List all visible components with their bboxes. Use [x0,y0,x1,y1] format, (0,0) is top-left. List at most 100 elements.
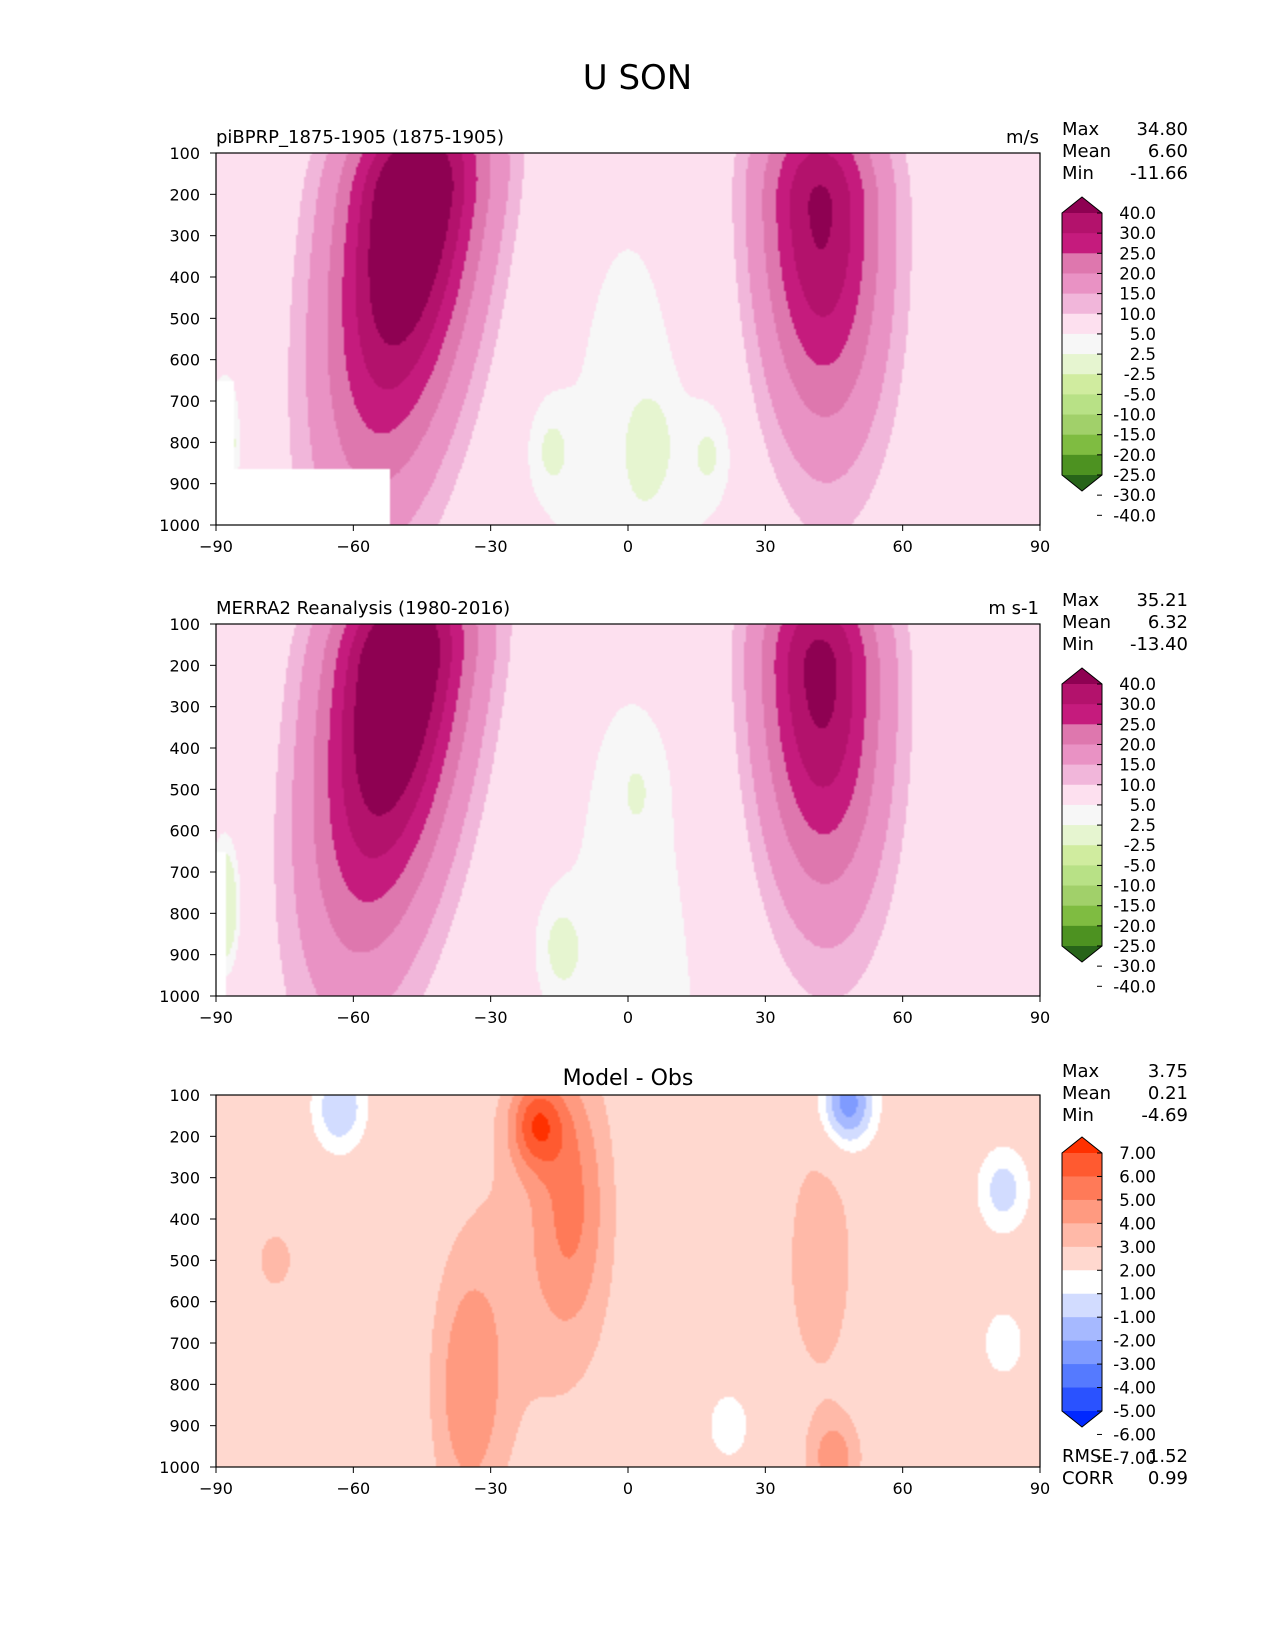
colorbar-label: 10.0 [1119,776,1156,795]
x-tick-label: 90 [1030,1008,1050,1027]
colorbar-swatch [1062,704,1102,725]
colorbar-label: 40.0 [1119,204,1156,223]
y-tick-label: 500 [169,309,200,328]
colorbar-label: -40.0 [1113,506,1156,525]
colorbar-swatch [1062,1176,1102,1201]
colorbar-swatch [1062,1246,1102,1271]
x-tick-label: −60 [336,537,370,556]
stat-value: -11.66 [1130,163,1188,184]
colorbar-label: 5.00 [1119,1191,1156,1210]
colorbar-label: -6.00 [1113,1425,1156,1444]
colorbar-label: -5.0 [1124,385,1156,404]
x-tick-label: 0 [623,1008,633,1027]
colorbar-label: -2.5 [1124,836,1156,855]
colorbar-label: 20.0 [1119,264,1156,283]
colorbar-swatch [1062,1317,1102,1342]
colorbar-swatch [1062,825,1102,846]
colorbar-label: -20.0 [1113,917,1156,936]
colorbar-label: -5.00 [1113,1402,1156,1421]
colorbar-label: -30.0 [1113,486,1156,505]
colorbar-swatch [1062,804,1102,826]
colorbar-label: 2.00 [1119,1261,1156,1280]
colorbar-swatch [1062,273,1102,295]
colorbar-swatch [1062,213,1102,234]
colorbar-label: 25.0 [1119,244,1156,263]
colorbar-extend-bottom [1062,475,1102,491]
y-tick-label: 300 [169,227,200,246]
stat-value: 0.21 [1148,1083,1188,1104]
colorbar-swatch [1062,1153,1102,1177]
stat-value: -13.40 [1130,634,1188,655]
colorbar-label: -15.0 [1113,897,1156,916]
stat-label: Max [1062,119,1100,140]
colorbar-extend-top [1062,197,1102,213]
colorbar-label: 1.00 [1119,1285,1156,1304]
y-tick-label: 300 [169,1169,200,1188]
colorbar-extend-bottom [1062,1411,1102,1427]
colorbar-swatch [1062,1270,1102,1295]
colorbar-label: -25.0 [1113,466,1156,485]
colorbar-swatch [1062,454,1102,476]
stat-label: Mean [1062,1083,1111,1104]
colorbar-label: 15.0 [1119,756,1156,775]
colorbar-extend-bottom [1062,946,1102,962]
stat-label: Min [1062,163,1094,184]
stat-value: 34.80 [1136,119,1188,140]
y-tick-label: 900 [169,946,200,965]
panel-units: m s-1 [988,598,1039,619]
colorbar-label: -2.5 [1124,365,1156,384]
panel-units: m/s [1006,127,1039,148]
colorbar-label: 5.0 [1130,325,1156,344]
y-tick-label: 1000 [159,1458,200,1477]
colorbar-swatch [1062,1293,1102,1318]
stat-label: Mean [1062,141,1111,162]
x-tick-label: −30 [474,1479,508,1498]
x-tick-label: 60 [892,1008,912,1027]
colorbar-swatch [1062,845,1102,866]
stat-label: CORR [1062,1468,1114,1489]
colorbar-swatch [1062,744,1102,766]
colorbar-2: 40.030.025.020.0 15.010.05.02.5-2.5-5.0 -1… [1061,667,1156,996]
colorbar-label: 15.0 [1119,285,1156,304]
colorbar-label: 25.0 [1119,715,1156,734]
colorbar-swatch [1062,354,1102,375]
stat-value: 1.52 [1148,1446,1188,1467]
y-tick-label: 100 [169,615,200,634]
stat-label: Max [1062,1061,1100,1082]
contour-field-2 [216,624,1040,996]
colorbar-swatch [1062,925,1102,947]
colorbar-swatch [1062,1364,1102,1389]
colorbar-swatch [1062,905,1102,927]
stat-label: Min [1062,634,1094,655]
colorbar-swatch [1062,394,1102,416]
colorbar-label: 20.0 [1119,735,1156,754]
y-tick-label: 700 [169,1334,200,1353]
x-tick-label: −90 [199,537,233,556]
colorbar-label: -25.0 [1113,937,1156,956]
y-tick-label: 700 [169,392,200,411]
y-tick-label: 400 [169,739,200,758]
y-tick-label: 100 [169,1086,200,1105]
y-tick-label: 100 [169,144,200,163]
contour-field-3 [216,1095,1040,1467]
y-tick-label: 200 [169,1127,200,1146]
x-tick-label: 90 [1030,1479,1050,1498]
stat-value: 6.60 [1148,141,1188,162]
x-tick-label: −60 [336,1008,370,1027]
colorbar-label: -20.0 [1113,446,1156,465]
colorbar-label: 30.0 [1119,695,1156,714]
colorbar-swatch [1062,1199,1102,1224]
colorbar-swatch [1062,764,1102,786]
colorbar-swatch [1062,1387,1102,1412]
colorbar-extend-top [1062,668,1102,684]
x-tick-label: −90 [199,1479,233,1498]
x-tick-label: 0 [623,537,633,556]
colorbar-swatch [1062,293,1102,315]
colorbar-label: -2.00 [1113,1332,1156,1351]
colorbar-label: -30.0 [1113,957,1156,976]
x-tick-label: −90 [199,1008,233,1027]
y-tick-label: 1000 [159,516,200,535]
